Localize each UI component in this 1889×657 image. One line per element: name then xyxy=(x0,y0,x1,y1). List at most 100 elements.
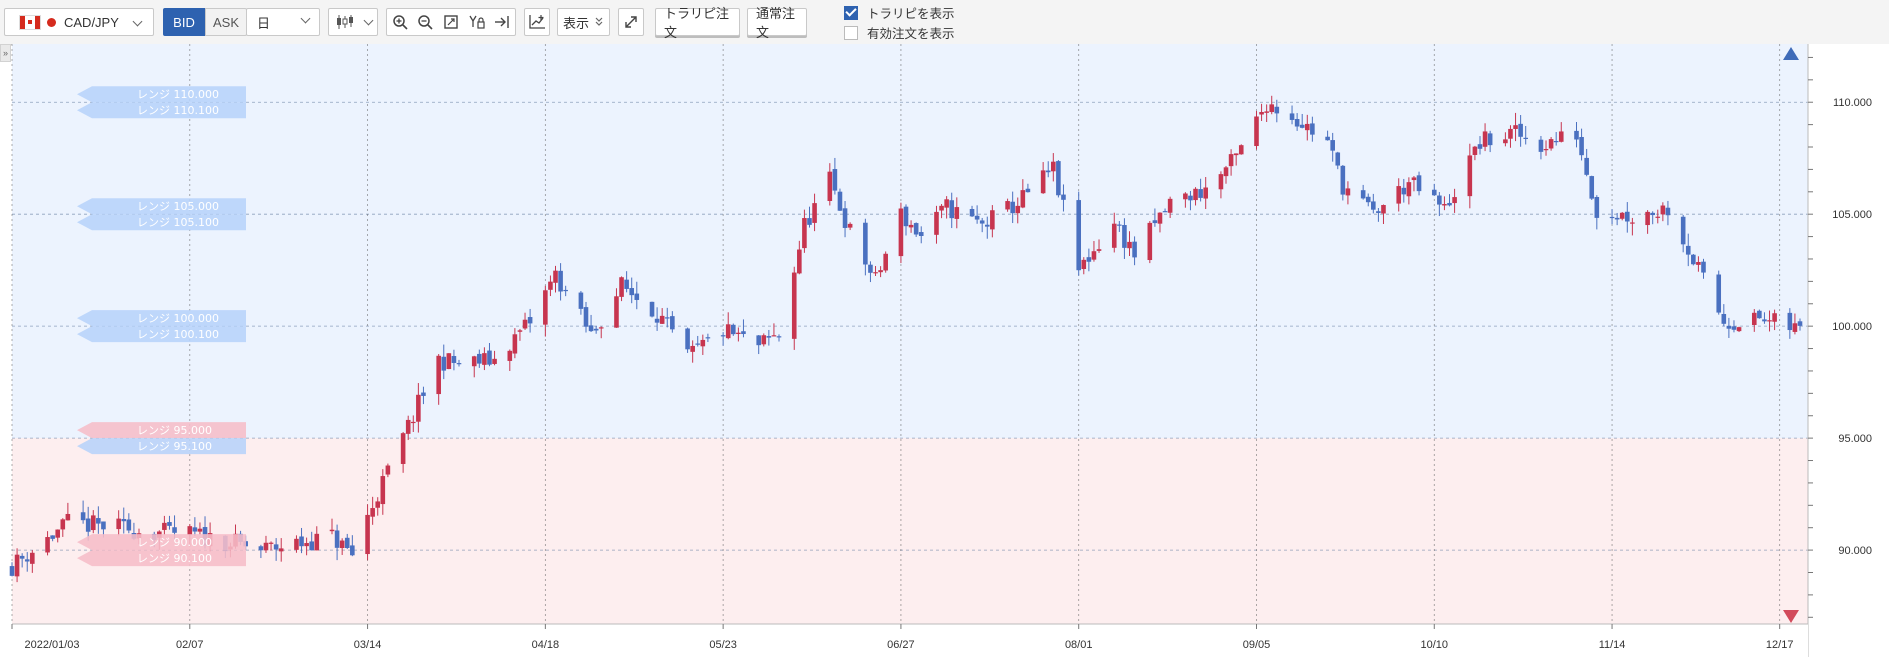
up-candle xyxy=(522,312,528,330)
candle-body xyxy=(1360,190,1366,199)
expand-icon xyxy=(625,16,637,28)
candle-body xyxy=(1680,216,1686,245)
normal-order-button[interactable]: 通常注文 xyxy=(747,6,807,40)
down-candle xyxy=(969,205,975,218)
candle-body xyxy=(19,555,25,559)
show-active-orders-checkbox[interactable] xyxy=(844,25,858,40)
bid-button[interactable]: BID xyxy=(163,8,205,36)
date-axis-bg xyxy=(0,624,1808,657)
up-candle xyxy=(619,276,624,302)
show-active-orders-toggle[interactable]: 有効注文を表示 xyxy=(844,23,955,42)
down-candle xyxy=(1584,148,1589,177)
range-tag-lower-label: レンジ 90.100 xyxy=(137,552,212,565)
trailing-order-button[interactable]: トラリピ注文 xyxy=(655,6,740,40)
candle-body xyxy=(187,526,193,535)
up-candle xyxy=(405,415,411,441)
down-candle xyxy=(1132,236,1137,266)
down-candle xyxy=(1061,184,1066,212)
up-candle xyxy=(268,541,274,551)
down-candle xyxy=(1680,214,1686,253)
ask-button[interactable]: ASK xyxy=(205,8,247,36)
date-tick-label: 02/07 xyxy=(176,639,204,651)
up-candle xyxy=(761,333,767,347)
up-candle xyxy=(1218,171,1224,199)
down-candle xyxy=(1762,312,1767,324)
candle-body xyxy=(1645,211,1650,226)
down-candle xyxy=(1553,132,1559,146)
left-panel-toggle[interactable]: » xyxy=(0,44,11,62)
candle-body xyxy=(1198,189,1203,198)
display-menu-button[interactable]: 表示 xyxy=(557,8,610,36)
candle-body xyxy=(766,336,772,338)
candle-body xyxy=(1076,200,1082,271)
up-candle xyxy=(847,222,853,231)
chart-type-select[interactable] xyxy=(328,8,378,36)
up-candle xyxy=(60,518,66,537)
candle-body xyxy=(1614,217,1620,220)
candle-body xyxy=(45,537,50,553)
candle-body xyxy=(1096,249,1102,251)
zoom-in-icon[interactable] xyxy=(392,14,408,30)
down-candle xyxy=(629,277,635,304)
candle-body xyxy=(873,272,878,274)
candle-body xyxy=(380,476,386,505)
candle-body xyxy=(908,224,914,228)
up-candle xyxy=(1223,165,1229,184)
candle-body xyxy=(1061,194,1066,200)
up-candle xyxy=(1233,153,1239,166)
indicator-button[interactable] xyxy=(524,8,550,36)
show-trailing-checkbox[interactable] xyxy=(844,5,858,20)
candle-body xyxy=(365,514,370,555)
candle-body xyxy=(863,222,868,265)
date-tick-label: 06/27 xyxy=(887,639,915,651)
candle-body xyxy=(1685,245,1691,255)
candle-body xyxy=(1259,112,1264,115)
candle-body xyxy=(1111,223,1117,248)
up-candle xyxy=(197,522,203,535)
down-candle xyxy=(1122,218,1127,259)
candle-body xyxy=(304,543,309,547)
up-candle xyxy=(1005,198,1010,212)
currency-pair-select[interactable]: CAD/JPY xyxy=(4,8,154,36)
candle-body xyxy=(1726,325,1732,329)
scroll-down-icon[interactable] xyxy=(1783,610,1799,623)
down-candle xyxy=(837,188,843,211)
japan-flag-icon xyxy=(47,17,56,27)
down-candle xyxy=(1274,99,1280,123)
scroll-up-icon[interactable] xyxy=(1783,47,1799,60)
y-axis-lock-icon[interactable] xyxy=(469,14,485,30)
fullscreen-button[interactable] xyxy=(618,8,644,36)
price-side-toggle: BID ASK xyxy=(163,8,247,36)
range-tags: レンジ 110.000 レンジ 110.100 レンジ 105.000 レンジ 105… xyxy=(77,86,246,567)
show-trailing-toggle[interactable]: トラリピを表示 xyxy=(844,3,955,22)
candle-body xyxy=(314,533,320,551)
up-candle xyxy=(1467,143,1473,209)
candle-body xyxy=(1650,212,1655,216)
fit-screen-icon[interactable] xyxy=(443,14,459,30)
up-candle xyxy=(1051,153,1056,182)
period-select[interactable]: 日 xyxy=(246,8,320,36)
up-candle xyxy=(400,431,406,473)
candle-body xyxy=(1010,201,1015,214)
candle-body xyxy=(370,508,375,517)
candle-body xyxy=(162,522,167,530)
display-menu-label: 表示 xyxy=(562,15,589,31)
down-candle xyxy=(756,335,761,355)
zoom-out-icon[interactable] xyxy=(417,14,433,30)
up-candle xyxy=(482,347,487,371)
down-candle xyxy=(670,311,675,333)
candle-body xyxy=(832,169,838,191)
candle-body xyxy=(1162,211,1168,213)
candle-body xyxy=(1467,155,1473,197)
down-candle xyxy=(126,513,132,534)
candle-body xyxy=(441,356,447,371)
jump-to-latest-icon[interactable] xyxy=(494,14,510,30)
up-candle xyxy=(1020,179,1026,209)
down-candle xyxy=(1188,190,1193,211)
range-tag-lower-label: レンジ 95.100 xyxy=(137,440,212,453)
candle-body xyxy=(979,220,985,224)
candle-body xyxy=(1736,327,1742,332)
down-candle xyxy=(1447,194,1452,207)
down-candle xyxy=(1335,151,1341,170)
up-candle xyxy=(314,526,320,551)
